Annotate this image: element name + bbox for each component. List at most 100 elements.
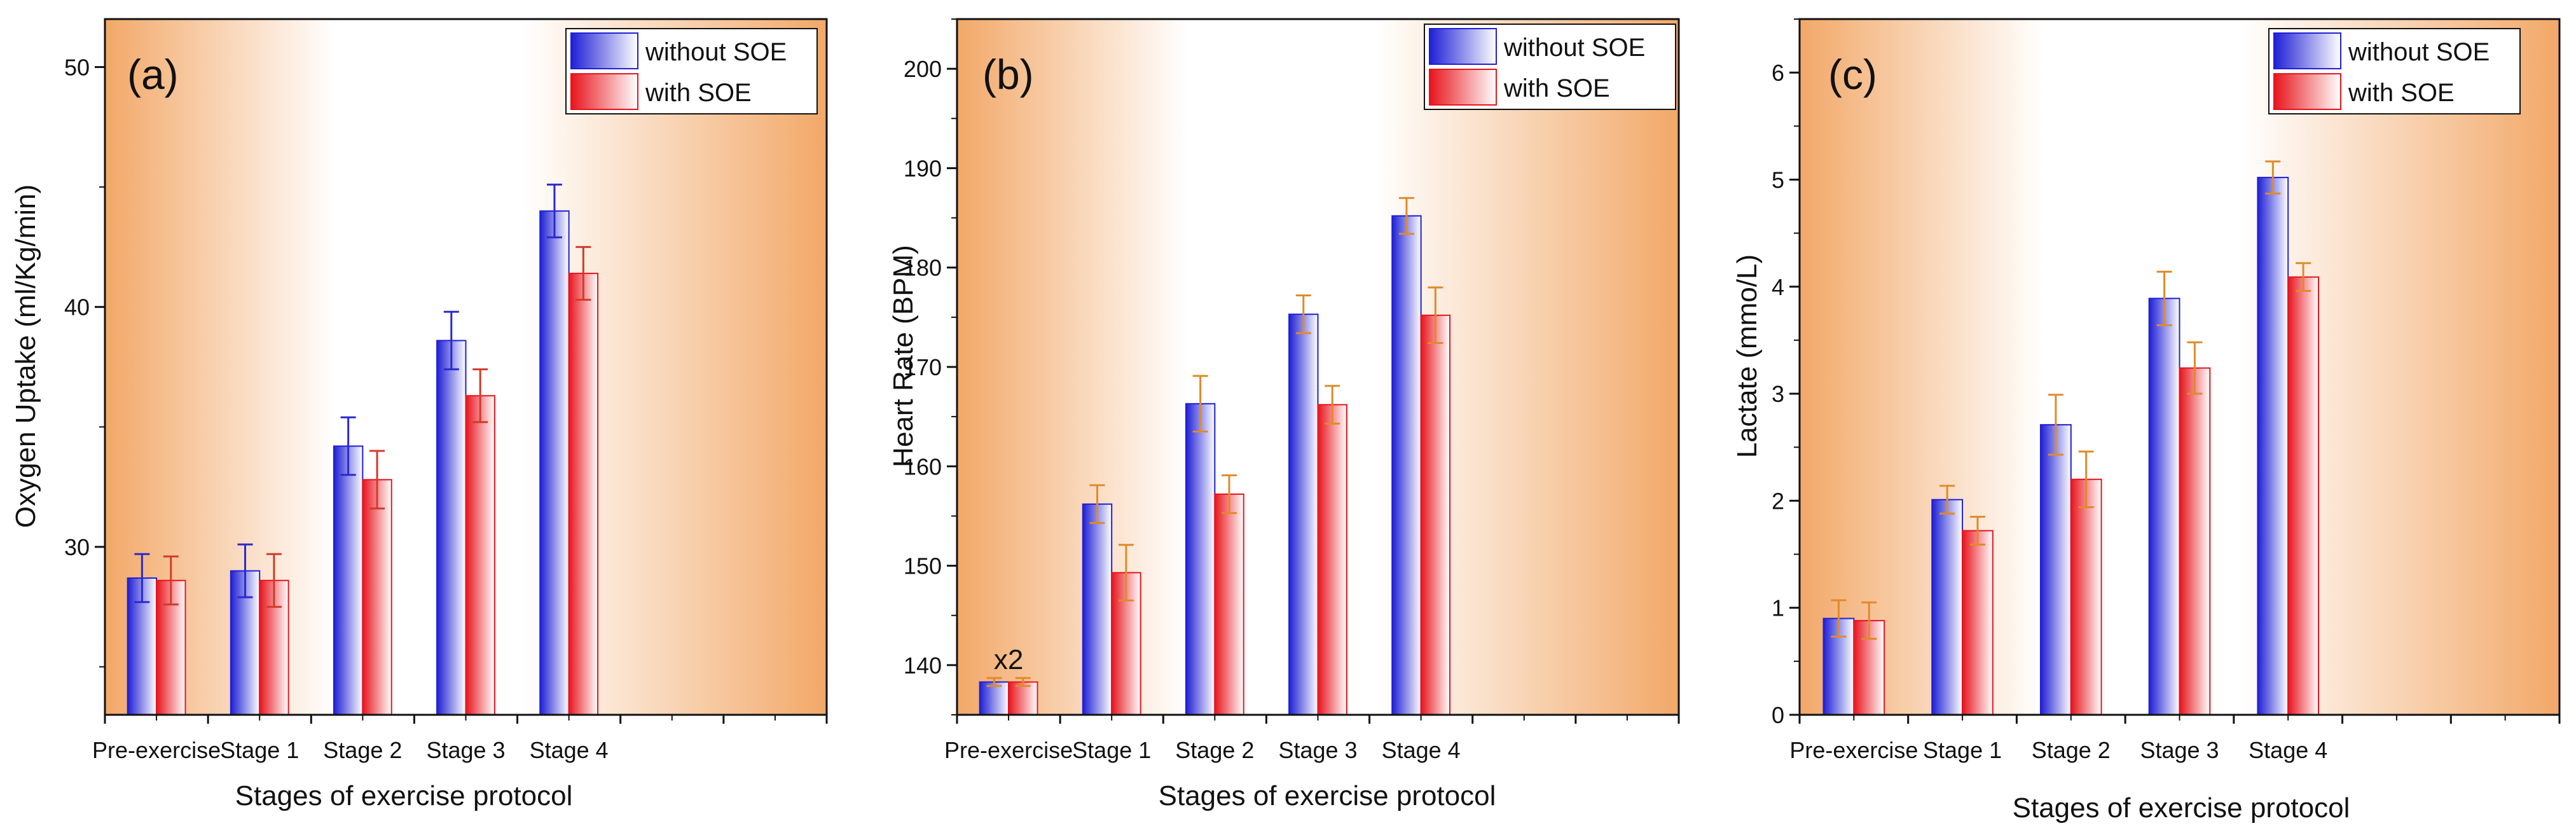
bar-without-soe-3 bbox=[436, 340, 467, 715]
error-bar-1-0 bbox=[163, 555, 179, 605]
bar-without-soe-3 bbox=[2148, 298, 2180, 715]
bar-without-soe-4 bbox=[1391, 215, 1422, 715]
panel-label: (b) bbox=[982, 51, 1034, 98]
legend-swatch-without-soe bbox=[2273, 32, 2341, 69]
chart-panel-3: 0 1 2 3 4 5 6 Pre-exercise Stage 1 Stage 2 Stage 3… bbox=[1732, 18, 2561, 824]
error-bar-0-2 bbox=[1192, 375, 1208, 433]
panel-label: (a) bbox=[127, 51, 179, 98]
error-bar-0-0 bbox=[1831, 599, 1847, 638]
error-bar-0-1 bbox=[237, 543, 253, 598]
y-tick-label: 30 bbox=[64, 534, 90, 560]
legend-swatch-with-soe bbox=[2273, 73, 2341, 110]
legend-label: without SOE bbox=[645, 38, 787, 66]
bar-with-soe-2 bbox=[2070, 478, 2102, 715]
x-category-label: Stage 1 bbox=[1072, 737, 1151, 763]
bar-with-soe-1 bbox=[1962, 530, 1994, 715]
error-bar-1-4 bbox=[2296, 262, 2311, 293]
error-bar-1-2 bbox=[369, 450, 385, 510]
legend-swatch-without-soe bbox=[570, 32, 638, 69]
error-bar-1-0 bbox=[1015, 677, 1031, 687]
y-tick-label: 180 bbox=[904, 255, 942, 281]
x-axis-title: Stages of exercise protocol bbox=[2013, 792, 2350, 824]
legend-label: without SOE bbox=[1503, 34, 1645, 62]
bar-with-soe-2 bbox=[362, 479, 392, 716]
bar-without-soe-1 bbox=[1082, 503, 1113, 715]
error-bar-0-3 bbox=[2156, 270, 2172, 326]
bar-without-soe-2 bbox=[1185, 403, 1216, 716]
legend-label: with SOE bbox=[2348, 79, 2455, 107]
y-tick-label: 160 bbox=[904, 453, 942, 480]
y-tick-label: 6 bbox=[1772, 60, 1784, 86]
error-bar-0-1 bbox=[1089, 484, 1105, 524]
bar-with-soe-3 bbox=[1317, 404, 1347, 715]
legend-label: without SOE bbox=[2348, 38, 2490, 66]
y-tick-label: 150 bbox=[904, 553, 942, 579]
y-tick-label: 50 bbox=[64, 54, 90, 80]
error-bar-0-4 bbox=[546, 183, 562, 238]
error-bar-0-3 bbox=[443, 310, 459, 371]
error-bar-1-4 bbox=[575, 245, 591, 301]
bar-with-soe-4 bbox=[1420, 314, 1451, 715]
x-category-label: Stage 1 bbox=[1923, 737, 2002, 763]
y-tick-label: 2 bbox=[1772, 488, 1784, 514]
chart-panel-1: 30 40 50 Pre-exercise Stage 1 Stage 2 Stage 3 S… bbox=[10, 18, 828, 811]
x-category-label: Stage 4 bbox=[530, 737, 609, 763]
legend: without SOE with SOE bbox=[2268, 28, 2521, 114]
y-tick-label: 3 bbox=[1772, 381, 1784, 407]
y-tick-label: 40 bbox=[64, 294, 90, 321]
y-tick-label: 5 bbox=[1772, 167, 1784, 193]
error-bar-1-3 bbox=[1325, 385, 1340, 425]
x-category-label: Stage 3 bbox=[1278, 737, 1357, 763]
legend-label: with SOE bbox=[645, 79, 752, 107]
x-category-label: Stage 4 bbox=[2249, 737, 2327, 763]
legend: without SOE with SOE bbox=[565, 28, 818, 114]
panel-label: (c) bbox=[1828, 51, 1877, 98]
bar-without-soe-4 bbox=[539, 210, 570, 715]
legend-swatch-with-soe bbox=[1429, 69, 1497, 106]
bar-without-soe-2 bbox=[2039, 424, 2072, 716]
error-bar-0-4 bbox=[1398, 197, 1414, 235]
error-bar-1-0 bbox=[1861, 601, 1877, 640]
error-bar-1-1 bbox=[266, 553, 282, 608]
bar-with-soe-4 bbox=[568, 272, 599, 715]
error-bar-0-0 bbox=[986, 677, 1002, 687]
error-bar-0-4 bbox=[2265, 160, 2281, 195]
error-bar-1-2 bbox=[1222, 474, 1237, 514]
error-bar-0-0 bbox=[134, 553, 150, 604]
bar-with-soe-2 bbox=[1214, 493, 1244, 715]
x-category-label: Stage 1 bbox=[220, 737, 299, 763]
error-bar-0-3 bbox=[1295, 294, 1311, 335]
error-bar-0-2 bbox=[340, 416, 356, 476]
y-axis-title: Heart Rate (BPM) bbox=[888, 245, 919, 467]
y-axis-title: Lactate (mmo/L) bbox=[1732, 254, 1763, 458]
x-axis-title: Stages of exercise protocol bbox=[1159, 780, 1496, 811]
y-tick-label: 140 bbox=[904, 652, 942, 679]
error-bar-1-2 bbox=[2078, 450, 2094, 508]
x-category-label: Pre-exercise bbox=[1789, 737, 1918, 763]
x-category-label: Stage 3 bbox=[426, 737, 505, 763]
legend: without SOE with SOE bbox=[1424, 24, 1676, 110]
x-category-label: Pre-exercise bbox=[944, 737, 1073, 763]
bar-without-soe-3 bbox=[1288, 314, 1319, 715]
bar-with-soe-3 bbox=[465, 395, 495, 716]
x-category-label: Pre-exercise bbox=[92, 737, 221, 763]
y-tick-label: 1 bbox=[1772, 595, 1784, 621]
y-tick-label: 190 bbox=[904, 155, 942, 181]
error-bar-1-3 bbox=[472, 368, 488, 424]
x-category-label: Stage 2 bbox=[2032, 737, 2111, 763]
x-category-label: Stage 2 bbox=[323, 737, 402, 763]
y-tick-label: 170 bbox=[904, 354, 942, 380]
legend-swatch-without-soe bbox=[1429, 28, 1497, 65]
bar-with-soe-3 bbox=[2179, 367, 2211, 715]
bar-with-soe-4 bbox=[2287, 276, 2320, 716]
bar-without-soe-2 bbox=[333, 445, 364, 716]
legend-swatch-with-soe bbox=[570, 73, 638, 110]
x-category-label: Stage 2 bbox=[1175, 737, 1254, 763]
y-axis-title: Oxygen Uptake (ml/Kg/min) bbox=[10, 184, 41, 528]
bar-without-soe-1 bbox=[1931, 499, 1964, 715]
y-tick-label: 4 bbox=[1772, 274, 1784, 300]
error-bar-0-1 bbox=[1939, 485, 1955, 515]
annotation-label: x2 bbox=[994, 644, 1023, 675]
